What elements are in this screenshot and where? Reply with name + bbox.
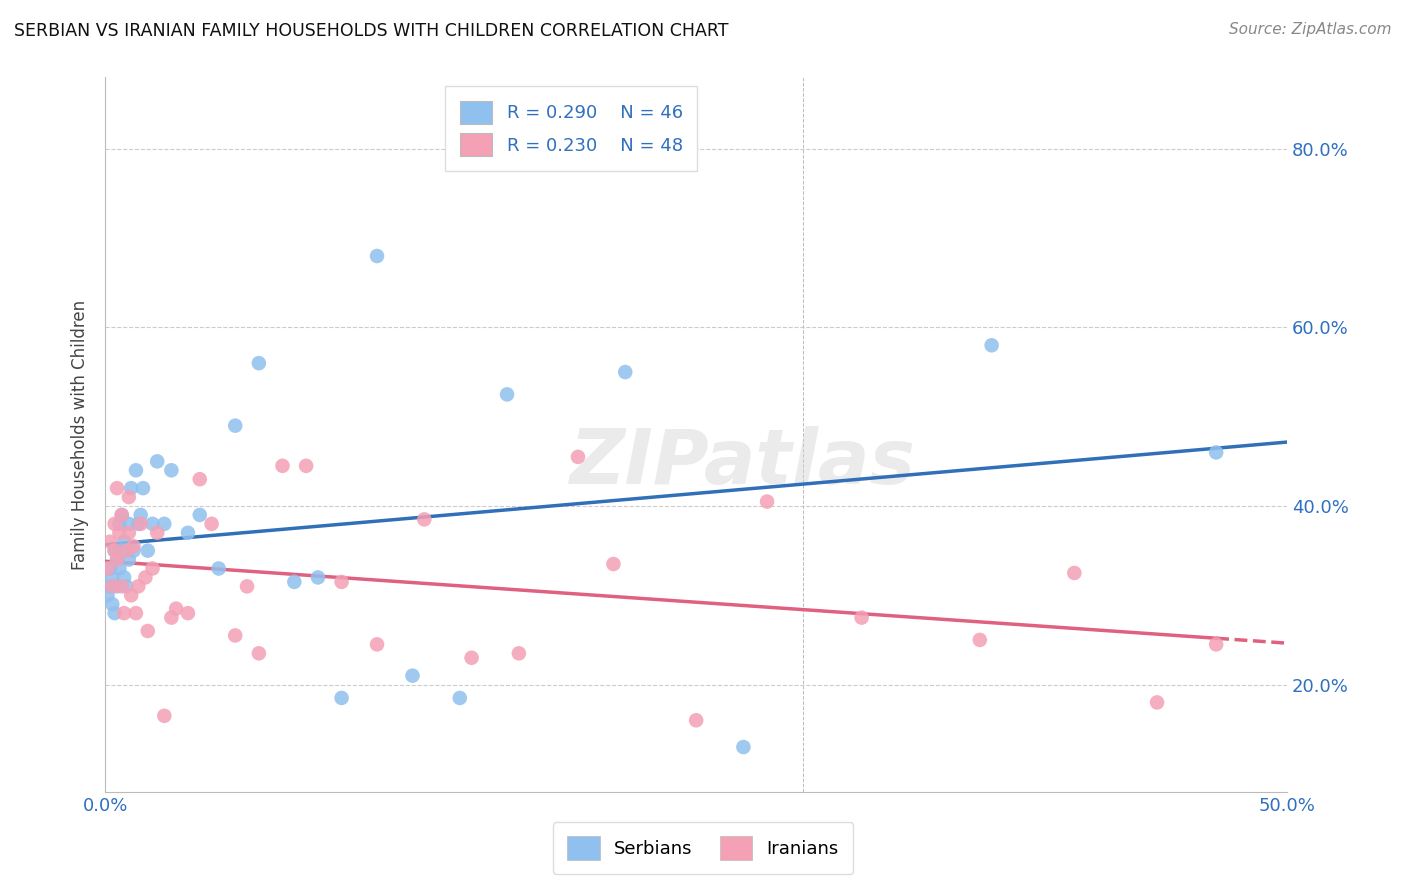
Point [401, 668, 423, 682]
Text: ZIPatlas: ZIPatlas [571, 426, 917, 500]
Point [115, 579, 138, 593]
Point [236, 579, 259, 593]
Point [112, 606, 135, 620]
Point [1205, 637, 1227, 651]
Point [1146, 695, 1168, 709]
Point [283, 574, 305, 589]
Point [98, 579, 121, 593]
Point [449, 690, 471, 705]
Point [188, 508, 211, 522]
Point [330, 574, 353, 589]
Point [685, 713, 707, 727]
Point [980, 338, 1002, 352]
Text: SERBIAN VS IRANIAN FAMILY HOUSEHOLDS WITH CHILDREN CORRELATION CHART: SERBIAN VS IRANIAN FAMILY HOUSEHOLDS WIT… [14, 22, 728, 40]
Point [136, 543, 159, 558]
Point [969, 632, 991, 647]
Point [118, 490, 141, 504]
Point [146, 454, 169, 468]
Point [733, 740, 755, 755]
Point [366, 637, 388, 651]
Point [567, 450, 589, 464]
Point [120, 588, 142, 602]
Point [1205, 445, 1227, 459]
Point [366, 249, 388, 263]
Point [295, 458, 318, 473]
Point [105, 579, 128, 593]
Point [120, 481, 142, 495]
Point [496, 387, 519, 401]
Point [271, 458, 294, 473]
Point [160, 463, 183, 477]
Point [98, 534, 121, 549]
Point [108, 525, 131, 540]
Point [460, 650, 482, 665]
Point [122, 543, 145, 558]
Point [122, 539, 145, 553]
Y-axis label: Family Households with Children: Family Households with Children [72, 300, 89, 570]
Point [108, 561, 131, 575]
Point [136, 624, 159, 638]
Point [101, 597, 124, 611]
Point [105, 552, 128, 566]
Point [330, 690, 353, 705]
Point [247, 646, 270, 660]
Point [851, 610, 873, 624]
Point [97, 561, 120, 575]
Point [125, 606, 148, 620]
Point [141, 516, 163, 531]
Point [105, 481, 128, 495]
Point [177, 606, 200, 620]
Point [104, 543, 127, 558]
Point [101, 579, 124, 593]
Point [118, 552, 141, 566]
Point [141, 561, 163, 575]
Legend: R = 0.290    N = 46, R = 0.230    N = 48: R = 0.290 N = 46, R = 0.230 N = 48 [446, 87, 697, 170]
Point [104, 543, 127, 558]
Text: Source: ZipAtlas.com: Source: ZipAtlas.com [1229, 22, 1392, 37]
Point [118, 516, 141, 531]
Point [200, 516, 222, 531]
Point [247, 356, 270, 370]
Point [165, 601, 187, 615]
Point [134, 570, 156, 584]
Point [160, 610, 183, 624]
Point [98, 561, 121, 575]
Point [111, 543, 134, 558]
Point [127, 516, 149, 531]
Point [614, 365, 637, 379]
Point [104, 606, 127, 620]
Point [111, 508, 134, 522]
Point [602, 557, 624, 571]
Point [132, 481, 155, 495]
Point [108, 516, 131, 531]
Legend: Serbians, Iranians: Serbians, Iranians [553, 822, 853, 874]
Point [112, 570, 135, 584]
Point [111, 508, 134, 522]
Point [224, 628, 246, 642]
Point [153, 708, 176, 723]
Point [115, 543, 138, 558]
Point [177, 525, 200, 540]
Point [101, 570, 124, 584]
Point [208, 561, 231, 575]
Point [104, 516, 127, 531]
Point [153, 516, 176, 531]
Point [129, 516, 152, 531]
Point [224, 418, 246, 433]
Point [188, 472, 211, 486]
Point [105, 552, 128, 566]
Point [111, 579, 134, 593]
Point [125, 463, 148, 477]
Point [118, 525, 141, 540]
Point [127, 579, 149, 593]
Point [97, 588, 120, 602]
Point [146, 525, 169, 540]
Point [112, 534, 135, 549]
Point [307, 570, 329, 584]
Point [129, 508, 152, 522]
Point [1063, 566, 1085, 580]
Point [413, 512, 436, 526]
Point [508, 646, 530, 660]
Point [756, 494, 779, 508]
